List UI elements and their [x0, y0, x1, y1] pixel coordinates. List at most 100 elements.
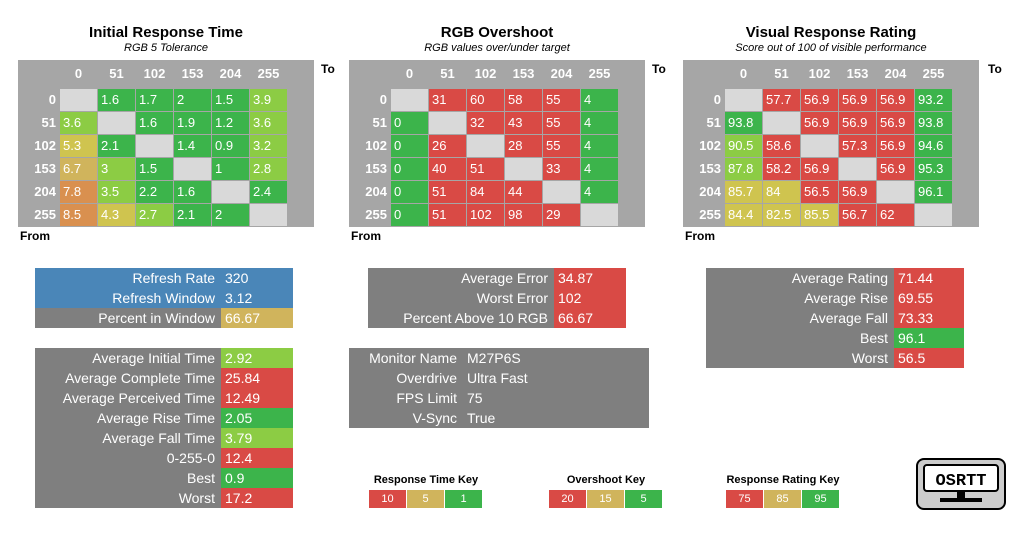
monitor-info-panel: Monitor Name M27P6S Overdrive Ultra Fast FPS…: [349, 348, 649, 428]
stat-value: 56.5: [894, 348, 964, 368]
matrix-cell: [60, 89, 97, 111]
stat-row: Average Fall 73.33: [706, 308, 964, 328]
key-title: Response Time Key: [373, 474, 479, 486]
row-header: 0: [48, 92, 56, 107]
matrix-cell: 84: [763, 181, 800, 203]
matrix-cell: [801, 135, 838, 157]
stat-value: 17.2: [221, 488, 293, 508]
matrix-title-rating: Visual Response Rating: [745, 24, 917, 41]
stat-value: 66.67: [554, 308, 626, 328]
matrix-cell: [505, 158, 542, 180]
key-cell: 20: [549, 490, 586, 508]
matrix-cell: 2.4: [250, 181, 287, 203]
rating-stats-panel: Average Rating 71.44 Average Rise 69.55 Aver…: [706, 268, 964, 368]
column-header: 51: [109, 66, 124, 81]
stat-label: Average Error: [461, 270, 548, 286]
matrix-cell: 2.7: [136, 204, 173, 226]
row-header: 102: [699, 138, 721, 153]
overshoot-stats-panel: Average Error 34.87 Worst Error 102 Percent …: [368, 268, 626, 328]
stat-row: Refresh Rate 320: [35, 268, 293, 288]
stat-label: Average Fall: [809, 310, 888, 326]
matrix-cell: 1.5: [212, 89, 249, 111]
matrix-cell: 5.3: [60, 135, 97, 157]
key-cell: 85: [764, 490, 801, 508]
matrix-cell: 58: [505, 89, 542, 111]
stat-value: M27P6S: [467, 350, 521, 366]
stat-value: 66.67: [221, 308, 293, 328]
matrix-cell: [212, 181, 249, 203]
response-time-stats-panel: Average Initial Time 2.92 Average Complete…: [35, 348, 293, 508]
stat-value: 12.4: [221, 448, 293, 468]
stat-value: 75: [467, 390, 483, 406]
matrix-cell: [915, 204, 952, 226]
stat-row: Refresh Window 3.12: [35, 288, 293, 308]
matrix-title-overshoot: RGB Overshoot: [440, 24, 554, 41]
matrix-cell: 3.2: [250, 135, 287, 157]
column-header: 153: [846, 66, 869, 81]
matrix-cell: 1.4: [174, 135, 211, 157]
stat-label: Overdrive: [396, 370, 457, 386]
row-header: 255: [365, 207, 387, 222]
to-label: To: [321, 62, 335, 76]
key-cell: 95: [802, 490, 839, 508]
stat-label: V-Sync: [412, 410, 457, 426]
row-header: 153: [699, 161, 721, 176]
matrix-cell: 93.8: [915, 112, 952, 134]
stat-value: 73.33: [894, 308, 964, 328]
stat-row: Overdrive Ultra Fast: [349, 368, 649, 388]
column-header: 153: [512, 66, 535, 81]
matrix-cell: 2: [212, 204, 249, 226]
matrix-cell: 4: [581, 89, 618, 111]
key-title: Response Rating Key: [726, 474, 840, 486]
stat-label: Refresh Rate: [35, 268, 221, 288]
stat-row: FPS Limit 75: [349, 388, 649, 408]
stat-row: Average Rise Time 2.05: [35, 408, 293, 428]
matrix-subtitle-rating: Score out of 100 of visible performance: [735, 42, 927, 54]
row-header: 153: [34, 161, 56, 176]
matrix-cell: 87.8: [725, 158, 762, 180]
matrix-cell: 32: [467, 112, 504, 134]
row-header: 0: [379, 92, 387, 107]
matrix-cell: 3.6: [60, 112, 97, 134]
matrix-cell: 56.5: [801, 181, 838, 203]
column-header: 102: [474, 66, 497, 81]
matrix-cell: 94.6: [915, 135, 952, 157]
matrix-cell: [877, 181, 914, 203]
matrix-cell: 84: [467, 181, 504, 203]
matrix-cell: [250, 204, 287, 226]
matrix-cell: 3.9: [250, 89, 287, 111]
column-header: 255: [588, 66, 611, 81]
matrix-cell: 0: [391, 158, 428, 180]
matrix-cell: 0: [391, 135, 428, 157]
matrix-cell: 33: [543, 158, 580, 180]
stat-row: Best 96.1: [706, 328, 964, 348]
column-header: 0: [739, 66, 748, 81]
column-header: 102: [143, 66, 166, 81]
matrix-cell: 60: [467, 89, 504, 111]
stat-label: Percent Above 10 RGB: [403, 310, 548, 326]
row-header: 51: [41, 115, 56, 130]
logo-text: OSRTT: [935, 472, 986, 491]
osrtt-logo: OSRTT: [916, 458, 1006, 510]
stat-value: 25.84: [221, 368, 293, 388]
matrix-cell: 56.9: [839, 89, 876, 111]
matrix-cell: [174, 158, 211, 180]
stat-row: Percent Above 10 RGB 66.67: [368, 308, 626, 328]
column-header: 153: [181, 66, 204, 81]
matrix-cell: [391, 89, 428, 111]
stat-row: Monitor Name M27P6S: [349, 348, 649, 368]
matrix-cell: 3.5: [98, 181, 135, 203]
matrix-cell: 1.5: [136, 158, 173, 180]
matrix-cell: 93.8: [725, 112, 762, 134]
matrix-cell: 56.9: [877, 89, 914, 111]
matrix-cell: [429, 112, 466, 134]
row-header: 255: [699, 207, 721, 222]
overshoot-matrix: 0 51 102 153 204 255 0 31 60 58 55 4 51 0 32 43 55 4 102 0 2…: [349, 60, 645, 227]
matrix-cell: 102: [467, 204, 504, 226]
stat-label: Refresh Window: [35, 288, 221, 308]
matrix-cell: 2.2: [136, 181, 173, 203]
matrix-cell: 96.1: [915, 181, 952, 203]
stat-value: 3.12: [221, 288, 293, 308]
matrix-cell: 55: [543, 112, 580, 134]
matrix-cell: 4: [581, 158, 618, 180]
